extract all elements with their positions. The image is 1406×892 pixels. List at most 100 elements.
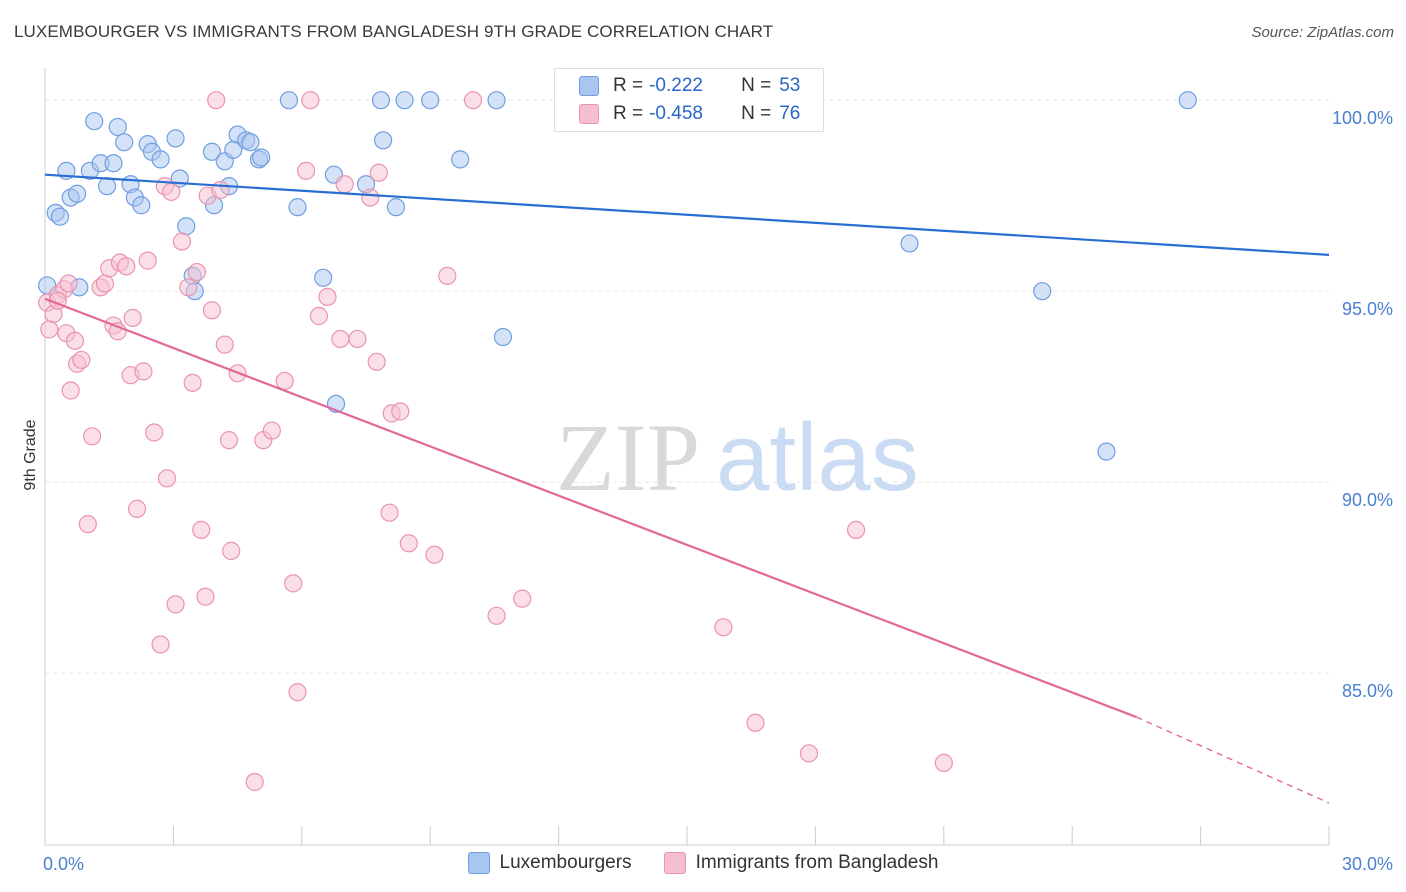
chart-source: Source: ZipAtlas.com <box>1251 24 1394 41</box>
point-bangladesh <box>348 329 367 349</box>
legend-item-bangladesh[interactable]: Immigrants from Bangladesh <box>663 852 938 874</box>
point-luxembourgers <box>132 196 151 215</box>
point-bangladesh <box>934 753 953 772</box>
y-tick-label: 85.0% <box>1342 681 1393 701</box>
trend-line-luxembourgers <box>44 173 1330 256</box>
point-luxembourgers <box>421 91 440 110</box>
point-bangladesh <box>284 574 303 593</box>
legend-swatch-luxembourgers <box>467 852 490 874</box>
data-points <box>38 91 1197 792</box>
point-luxembourgers <box>900 234 919 253</box>
point-bangladesh <box>463 91 483 110</box>
watermark-atlas: atlas <box>716 404 919 511</box>
point-bangladesh <box>211 180 230 200</box>
point-bangladesh <box>399 534 418 553</box>
point-bangladesh <box>367 352 386 371</box>
point-luxembourgers <box>166 129 185 148</box>
point-bangladesh <box>425 545 444 564</box>
point-bangladesh <box>331 329 350 349</box>
point-bangladesh <box>275 371 294 391</box>
point-bangladesh <box>157 469 177 488</box>
point-bangladesh <box>78 515 97 534</box>
point-luxembourgers <box>1097 442 1116 461</box>
legend-row-bangladesh: R = -0.458 N = 76 <box>579 101 800 127</box>
legend-r-label: R = <box>613 103 644 124</box>
point-bangladesh <box>309 306 329 326</box>
point-bangladesh <box>117 257 136 276</box>
point-bangladesh <box>513 589 532 608</box>
trend-lines <box>44 173 1330 804</box>
point-luxembourgers <box>50 207 70 226</box>
point-bangladesh <box>172 232 192 251</box>
point-bangladesh <box>61 381 80 400</box>
y-tick-label: 100.0% <box>1332 108 1393 128</box>
point-bangladesh <box>179 278 198 297</box>
watermark: ZIP atlas <box>556 404 919 511</box>
point-bangladesh <box>108 322 127 341</box>
point-luxembourgers <box>115 133 134 152</box>
point-bangladesh <box>487 606 506 625</box>
point-luxembourgers <box>279 91 299 110</box>
point-luxembourgers <box>241 133 260 152</box>
point-luxembourgers <box>1178 91 1197 110</box>
point-luxembourgers <box>314 268 333 287</box>
legend-n-label: N = <box>741 103 772 124</box>
legend-label-luxembourgers: Luxembourgers <box>499 852 632 873</box>
point-bangladesh <box>162 182 181 201</box>
point-bangladesh <box>207 91 226 110</box>
legend-item-luxembourgers[interactable]: Luxembourgers <box>467 852 632 874</box>
point-bangladesh <box>846 520 866 539</box>
point-bangladesh <box>245 772 264 792</box>
legend-r-value-bangladesh: -0.458 <box>649 103 703 124</box>
point-bangladesh <box>799 744 819 763</box>
point-bangladesh <box>82 427 102 446</box>
legend-n-label: N = <box>741 75 772 96</box>
point-luxembourgers <box>67 184 87 203</box>
point-bangladesh <box>219 431 239 450</box>
point-bangladesh <box>187 262 207 282</box>
point-luxembourgers <box>487 91 506 110</box>
point-luxembourgers <box>252 148 271 167</box>
point-bangladesh <box>134 362 153 381</box>
point-luxembourgers <box>493 327 513 347</box>
point-bangladesh <box>438 266 457 285</box>
point-bangladesh <box>215 335 234 354</box>
point-bangladesh <box>202 301 222 320</box>
trend-line-bangladesh-extrapolated <box>1136 716 1330 804</box>
point-bangladesh <box>59 274 78 293</box>
point-luxembourgers <box>177 217 196 236</box>
point-bangladesh <box>183 373 202 392</box>
point-bangladesh <box>222 541 241 560</box>
legend-r-label: R = <box>613 75 644 96</box>
series-legend: Luxembourgers Immigrants from Bangladesh <box>0 852 1406 874</box>
point-bangladesh <box>196 587 215 606</box>
point-luxembourgers <box>97 177 117 196</box>
point-luxembourgers <box>451 150 470 169</box>
point-bangladesh <box>127 499 147 518</box>
point-bangladesh <box>361 188 380 207</box>
point-luxembourgers <box>395 91 414 110</box>
point-bangladesh <box>72 350 91 370</box>
point-bangladesh <box>380 503 399 522</box>
legend-row-luxembourgers: R = -0.222 N = 53 <box>579 73 800 99</box>
correlation-legend: R = -0.222 N = 53 R = -0.458 N = 76 <box>554 68 824 132</box>
legend-swatch-bangladesh <box>579 104 599 124</box>
watermark-zip: ZIP <box>556 404 700 511</box>
point-bangladesh <box>145 423 164 442</box>
legend-n-value-bangladesh: 76 <box>779 103 801 124</box>
point-bangladesh <box>262 421 281 440</box>
point-bangladesh <box>151 635 170 654</box>
legend-swatch-bangladesh <box>663 852 686 874</box>
point-luxembourgers <box>202 142 222 161</box>
y-tick-label: 90.0% <box>1342 490 1393 510</box>
point-bangladesh <box>746 713 765 732</box>
point-bangladesh <box>369 163 388 182</box>
point-luxembourgers <box>371 91 391 110</box>
point-bangladesh <box>318 287 337 306</box>
point-bangladesh <box>301 91 320 110</box>
y-tick-label: 95.0% <box>1342 299 1393 319</box>
axes <box>44 68 1330 846</box>
point-luxembourgers <box>85 112 104 131</box>
point-bangladesh <box>95 274 115 293</box>
trend-line-bangladesh <box>44 297 1137 719</box>
